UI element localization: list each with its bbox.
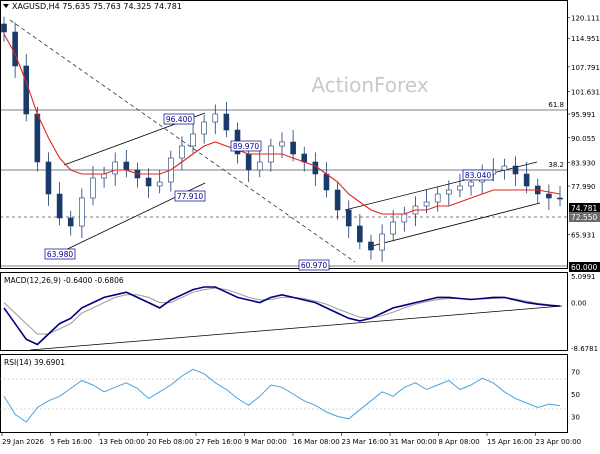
rsi-axis-tick: 70 <box>571 369 580 377</box>
svg-text:74.781: 74.781 <box>571 204 597 213</box>
base-price-badge: 60.000 <box>569 262 600 272</box>
price-bar <box>90 166 96 206</box>
fib-618-label: 61.8 <box>548 101 564 109</box>
svg-text:72.550: 72.550 <box>571 213 597 222</box>
price-axis-tick: 65.931 <box>571 231 596 239</box>
price-axis: 120.111 114.951 107.791 101.631 95.991 90.055… <box>567 15 600 239</box>
main-horizontal-levels <box>0 109 567 267</box>
svg-text:60.970: 60.970 <box>301 261 327 270</box>
macd-label: MACD(12,26,9) -0.6400 -0.6806 <box>4 276 124 285</box>
macd-axis: 5.0991 0.00 -8.6781 <box>571 273 598 353</box>
price-bar <box>546 184 552 210</box>
price-bar <box>45 152 52 206</box>
annotation-mar-high: 89.970 <box>230 140 262 152</box>
support-price-badge: 72.550 <box>569 212 600 222</box>
svg-text:89.970: 89.970 <box>233 142 259 151</box>
price-bar <box>512 156 519 186</box>
time-axis-label: 20 Feb 08:00 <box>148 438 194 446</box>
price-bar <box>501 158 508 180</box>
time-axis: 29 Jan 2026 5 Feb 16:00 13 Feb 00:00 20 Feb… <box>1 433 582 446</box>
time-axis-label: 5 Feb 16:00 <box>51 438 92 446</box>
annotation-low-feb: 63.980 <box>44 248 76 260</box>
main-pane-frame <box>0 0 568 269</box>
price-bar <box>145 168 152 198</box>
price-bar <box>201 114 207 144</box>
price-bar <box>290 130 296 162</box>
macd-pane-frame <box>0 272 568 351</box>
macd-axis-tick: 5.0991 <box>571 273 596 281</box>
price-axis-tick: 114.951 <box>571 35 600 43</box>
annotation-mid-feb: 77.910 <box>174 190 206 202</box>
time-axis-label: 9 Mar 00:00 <box>245 438 287 446</box>
symbol-header-text: XAGUSD,H4 75.635 75.763 74.325 74.781 <box>12 2 182 11</box>
price-bar <box>56 182 63 226</box>
price-bar <box>345 200 352 238</box>
price-bar <box>179 136 185 170</box>
rsi-label: RSI(14) 39.6901 <box>4 358 65 367</box>
time-axis-label: 31 Mar 00:00 <box>390 438 437 446</box>
svg-text:77.910: 77.910 <box>177 192 203 201</box>
time-axis-label: 23 Apr 00:00 <box>536 438 582 446</box>
price-bar <box>79 188 85 238</box>
macd-main-line <box>3 286 561 346</box>
time-axis-label: 15 Apr 16:00 <box>487 438 533 446</box>
price-bar <box>334 182 341 220</box>
trendline-down-dashed <box>9 19 356 263</box>
price-bar <box>212 104 219 134</box>
time-axis-label: 8 Apr 08:00 <box>439 438 480 446</box>
price-bar <box>457 174 463 198</box>
price-bar <box>434 186 441 212</box>
channel-lower-apr <box>367 202 541 248</box>
price-bar <box>390 210 397 242</box>
rsi-axis: 70 50 30 <box>571 369 580 422</box>
price-bar <box>423 190 430 214</box>
macd-axis-tick: -8.6781 <box>571 345 598 353</box>
annotation-apr-high: 83.040 <box>462 169 494 181</box>
price-bar <box>523 162 530 194</box>
time-axis-label: 27 Feb 16:00 <box>196 438 242 446</box>
fib-382-label: 38.2 <box>548 161 564 169</box>
price-axis-tick: 107.791 <box>571 64 600 72</box>
svg-text:83.040: 83.040 <box>465 171 491 180</box>
price-bar <box>368 234 374 260</box>
svg-text:96.400: 96.400 <box>166 115 192 124</box>
last-price-badge: 74.781 <box>569 203 600 213</box>
rsi-axis-tick: 30 <box>571 414 580 422</box>
price-axis-tick: 77.990 <box>571 183 596 191</box>
price-bar <box>357 214 363 250</box>
watermark-text: ActionForex <box>311 73 428 97</box>
annotation-high-feb: 96.400 <box>163 113 195 125</box>
symbol-header: XAGUSD,H4 75.635 75.763 74.325 74.781 <box>3 2 182 11</box>
price-axis-tick: 101.631 <box>571 88 600 96</box>
price-axis-tick: 95.991 <box>571 111 596 119</box>
time-axis-label: 23 Mar 16:00 <box>342 438 389 446</box>
price-axis-tick: 83.930 <box>571 159 596 167</box>
rsi-pane-frame <box>0 354 568 433</box>
price-axis-tick: 120.111 <box>571 15 600 23</box>
macd-axis-tick: 0.00 <box>571 300 587 308</box>
chevron-down-icon[interactable] <box>3 4 9 8</box>
price-bar <box>190 122 196 154</box>
rsi-axis-tick: 50 <box>571 391 580 399</box>
moving-average-line <box>3 33 561 215</box>
rsi-line <box>3 368 561 423</box>
price-bar <box>112 152 118 186</box>
price-bar <box>445 180 452 206</box>
price-axis-tick: 90.055 <box>571 135 596 143</box>
time-axis-label: 13 Feb 00:00 <box>99 438 145 446</box>
svg-text:63.980: 63.980 <box>47 250 73 259</box>
price-bar <box>223 102 230 138</box>
price-bar <box>379 224 385 262</box>
time-axis-label: 16 Mar 08:00 <box>293 438 340 446</box>
time-axis-label: 29 Jan 2026 <box>2 438 45 446</box>
price-bar <box>557 186 563 207</box>
annotation-mar-low: 60.970 <box>298 259 330 271</box>
price-bar <box>67 210 74 236</box>
price-bar <box>1 16 7 42</box>
macd-trendline <box>29 305 563 351</box>
svg-text:60.000: 60.000 <box>571 263 597 272</box>
